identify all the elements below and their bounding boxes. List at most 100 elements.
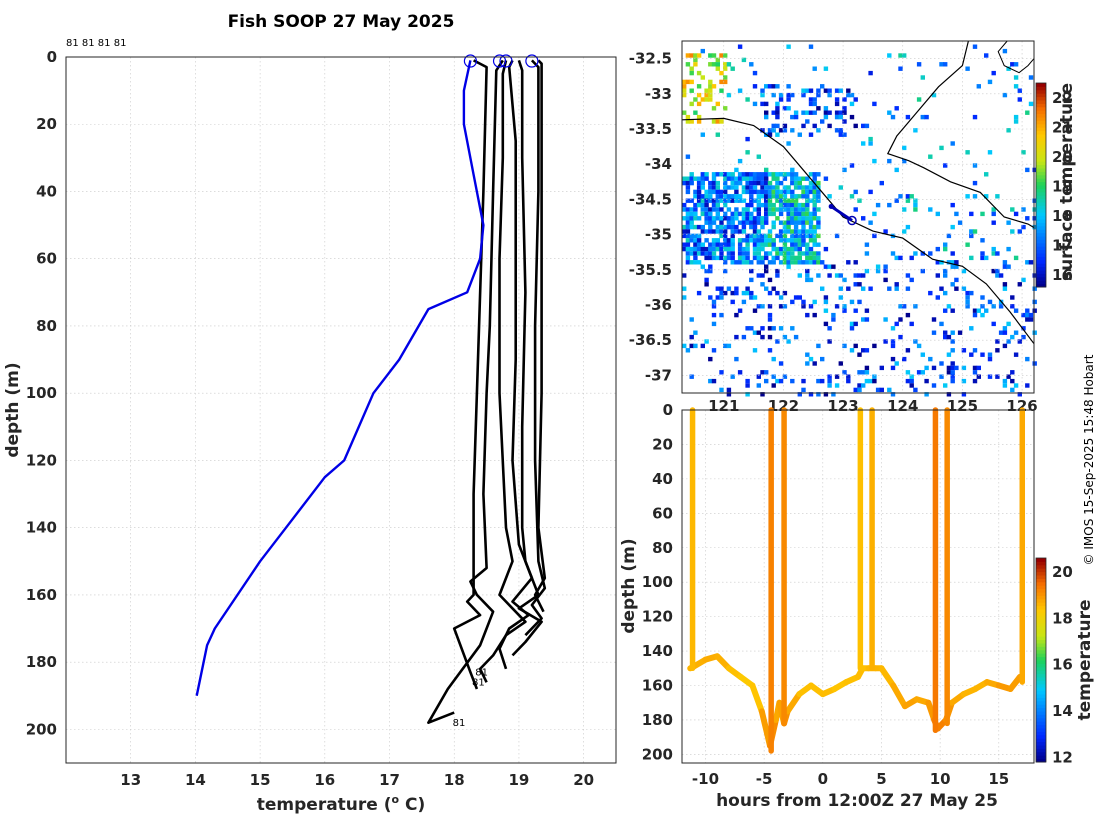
sst-pixel [816, 198, 821, 203]
chart-title: Fish SOOP 27 May 2025 [228, 12, 455, 32]
sst-pixel [853, 343, 858, 349]
sst-pixel [764, 220, 769, 225]
sst-pixel [719, 233, 724, 239]
dt-x-tick-label: -10 [692, 770, 719, 788]
sst-pixel [734, 312, 739, 318]
sst-pixel [801, 207, 806, 212]
sst-pixel [760, 185, 765, 190]
sst-pixel [868, 378, 873, 384]
sst-colorbar-segment [1036, 164, 1046, 169]
sst-pixel [730, 224, 735, 230]
sst-pixel [1006, 246, 1011, 252]
temp-colorbar-segment [1036, 581, 1046, 586]
sst-pixel [685, 211, 691, 217]
sst-pixel [700, 97, 705, 102]
sst-pixel [711, 246, 717, 252]
sst-pixel [689, 176, 694, 181]
sst-pixel [1010, 387, 1015, 393]
sst-pixel [861, 273, 866, 278]
sst-pixel [737, 158, 743, 164]
sst-pixel [723, 290, 728, 296]
sst-pixel [685, 251, 691, 256]
sst-pixel [801, 233, 806, 239]
sst-pixels [682, 44, 1037, 397]
sst-pixel [995, 251, 1000, 256]
sst-pixel [696, 233, 702, 239]
sst-pixel [1013, 383, 1019, 388]
sst-pixel [808, 224, 814, 230]
sst-pixel [719, 194, 724, 199]
sst-pixel [924, 114, 929, 120]
sst-pixel [797, 202, 802, 208]
sst-pixel [682, 110, 687, 115]
sst-pixel [995, 268, 1000, 274]
sst-pixel [719, 251, 724, 256]
sst-pixel [1002, 260, 1008, 265]
sst-pixel [778, 295, 784, 300]
sst-pixel [1013, 211, 1019, 217]
sst-pixel [864, 242, 870, 247]
sst-pixel [756, 242, 761, 247]
sst-pixel [711, 348, 717, 353]
sst-pixel [764, 242, 769, 247]
sst-pixel [760, 242, 765, 247]
sst-pixel [972, 365, 978, 371]
sst-pixel [861, 286, 866, 291]
sst-pixel [719, 312, 724, 318]
sst-pixel [950, 308, 955, 313]
sst-pixel [715, 207, 720, 212]
temp-colorbar-segment [1036, 598, 1046, 603]
sst-pixel [726, 172, 732, 177]
sst-pixel [834, 88, 840, 93]
sst-pixel [752, 216, 758, 221]
sst-pixel [913, 387, 918, 393]
sst-pixel [939, 62, 944, 67]
sst-pixel [1032, 198, 1037, 203]
sst-pixel [991, 304, 996, 309]
depth-time-points [687, 407, 1026, 754]
temp-colorbar-segment [1036, 578, 1046, 583]
sst-pixel [726, 194, 732, 199]
sst-pixel [913, 202, 918, 208]
sst-pixel [723, 172, 728, 177]
sst-pixel [905, 224, 911, 230]
sst-pixel [812, 198, 817, 203]
sst-pixel [790, 299, 795, 305]
sst-pixel [913, 198, 918, 203]
sst-pixel [943, 163, 948, 168]
sst-pixel [723, 185, 728, 190]
sst-pixel [771, 194, 776, 199]
sst-pixel [682, 202, 687, 208]
sst-pixel [719, 286, 724, 291]
sst-pixel [711, 378, 717, 384]
sst-pixel [689, 211, 694, 217]
sst-pixel [831, 392, 836, 397]
temp-colorbar-tick: 16 [1052, 656, 1073, 674]
sst-pixel [764, 176, 769, 181]
sst-pixel [954, 264, 959, 269]
sst-pixel [767, 260, 773, 265]
sst-pixel [939, 145, 944, 151]
sst-pixel [749, 216, 754, 221]
sst-pixel [723, 242, 728, 247]
sst-pixel [849, 326, 855, 331]
sst-pixel [1010, 207, 1015, 212]
sst-pixel [745, 180, 750, 186]
sst-pixel [991, 220, 996, 225]
sst-pixel [682, 88, 687, 93]
sst-pixel [696, 224, 702, 230]
temp-colorbar-segment [1036, 575, 1046, 579]
sst-pixel [782, 255, 788, 261]
sst-pixel [778, 172, 784, 177]
sst-colorbar-segment [1036, 239, 1046, 244]
sst-pixel [842, 110, 847, 115]
sst-pixel [808, 88, 814, 93]
sst-pixel [767, 172, 773, 177]
sst-pixel [972, 348, 978, 353]
sst-pixel [805, 220, 810, 225]
sst-pixel [909, 255, 914, 261]
sst-pixel [752, 224, 758, 230]
sst-pixel [715, 189, 720, 195]
sst-pixel [771, 211, 776, 217]
sst-pixel [905, 348, 911, 353]
